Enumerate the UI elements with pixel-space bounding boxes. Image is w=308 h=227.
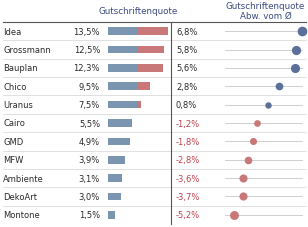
Bar <box>138 47 164 54</box>
Text: Uranus: Uranus <box>3 101 33 110</box>
Text: 9,5%: 9,5% <box>79 82 100 91</box>
Bar <box>108 47 138 54</box>
Point <box>240 195 245 198</box>
Text: -2,8%: -2,8% <box>176 155 200 165</box>
Bar <box>108 120 132 127</box>
Text: 3,1%: 3,1% <box>79 174 100 183</box>
Text: Idea: Idea <box>3 27 21 37</box>
Text: 0,8%: 0,8% <box>176 101 197 110</box>
Text: 6,8%: 6,8% <box>176 27 197 37</box>
Point <box>265 103 270 107</box>
Bar <box>108 193 121 200</box>
Text: 1,5%: 1,5% <box>79 210 100 219</box>
Bar <box>108 156 125 164</box>
Bar <box>138 28 168 36</box>
Text: 3,9%: 3,9% <box>79 155 100 165</box>
Text: Ambiente: Ambiente <box>3 174 44 183</box>
Text: Bauplan: Bauplan <box>3 64 38 73</box>
Point <box>232 213 237 217</box>
Text: 12,3%: 12,3% <box>74 64 100 73</box>
Text: 13,5%: 13,5% <box>74 27 100 37</box>
Bar <box>108 65 138 72</box>
Point <box>300 30 305 34</box>
Bar <box>108 175 122 182</box>
Text: -1,2%: -1,2% <box>176 119 200 128</box>
Text: Gutschriftenquote
Abw. vom Ø: Gutschriftenquote Abw. vom Ø <box>226 2 305 21</box>
Text: 4,9%: 4,9% <box>79 137 100 146</box>
Text: 2,8%: 2,8% <box>176 82 197 91</box>
Point <box>277 85 282 89</box>
Text: 5,5%: 5,5% <box>79 119 100 128</box>
Text: 5,8%: 5,8% <box>176 46 197 55</box>
Bar <box>138 65 163 72</box>
Text: -3,7%: -3,7% <box>176 192 201 201</box>
Bar <box>108 138 130 146</box>
Bar <box>108 101 138 109</box>
Text: 7,5%: 7,5% <box>79 101 100 110</box>
Point <box>294 49 299 52</box>
Text: Chico: Chico <box>3 82 26 91</box>
Bar <box>138 83 150 91</box>
Text: Gutschriftenquote: Gutschriftenquote <box>98 7 178 16</box>
Text: 12,5%: 12,5% <box>74 46 100 55</box>
Text: DekoArt: DekoArt <box>3 192 37 201</box>
Bar <box>108 28 138 36</box>
Point <box>251 140 256 143</box>
Text: -1,8%: -1,8% <box>176 137 200 146</box>
Text: 5,6%: 5,6% <box>176 64 197 73</box>
Text: -3,6%: -3,6% <box>176 174 201 183</box>
Text: Montone: Montone <box>3 210 40 219</box>
Text: 3,0%: 3,0% <box>79 192 100 201</box>
Point <box>245 158 250 162</box>
Text: GMD: GMD <box>3 137 23 146</box>
Text: -5,2%: -5,2% <box>176 210 200 219</box>
Bar <box>138 101 141 109</box>
Bar <box>108 83 138 91</box>
Text: MFW: MFW <box>3 155 23 165</box>
Text: Grossmann: Grossmann <box>3 46 51 55</box>
Point <box>241 176 245 180</box>
Text: Cairo: Cairo <box>3 119 25 128</box>
Point <box>293 67 298 70</box>
Bar <box>108 211 115 219</box>
Point <box>254 122 259 125</box>
